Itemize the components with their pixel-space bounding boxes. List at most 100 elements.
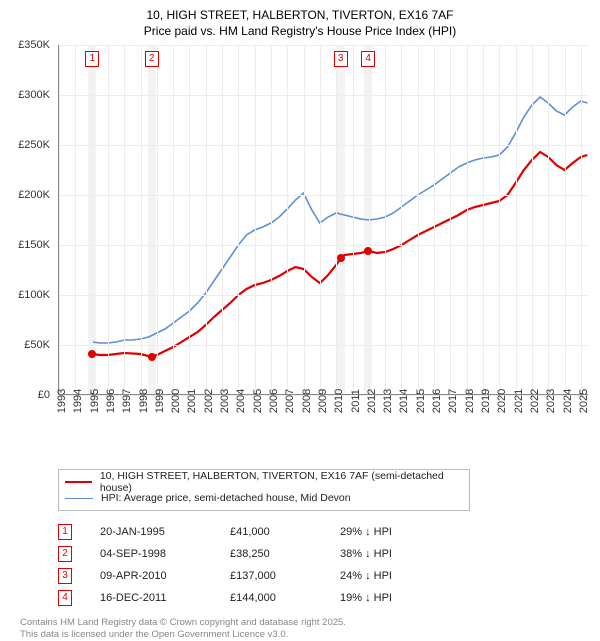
gridline-v bbox=[92, 45, 93, 394]
sale-delta: 29% ↓ HPI bbox=[340, 526, 450, 538]
x-axis-label: 2016 bbox=[431, 389, 443, 413]
sale-marker-box: 4 bbox=[361, 51, 375, 67]
x-axis-label: 2007 bbox=[284, 389, 296, 413]
sale-marker-box: 1 bbox=[85, 51, 99, 67]
gridline-v bbox=[173, 45, 174, 394]
gridline-v bbox=[434, 45, 435, 394]
sales-table: 120-JAN-1995£41,00029% ↓ HPI204-SEP-1998… bbox=[58, 521, 590, 609]
title-line1: 10, HIGH STREET, HALBERTON, TIVERTON, EX… bbox=[10, 8, 590, 24]
sale-marker-box: 2 bbox=[145, 51, 159, 67]
y-axis-label: £350K bbox=[18, 39, 50, 51]
x-axis-label: 2015 bbox=[415, 389, 427, 413]
gridline-v bbox=[532, 45, 533, 394]
footer-line1: Contains HM Land Registry data © Crown c… bbox=[20, 617, 590, 629]
y-axis-label: £50K bbox=[24, 339, 50, 351]
gridline-h bbox=[59, 195, 588, 196]
sale-num: 4 bbox=[58, 590, 72, 606]
gridline-v bbox=[401, 45, 402, 394]
gridline-v bbox=[157, 45, 158, 394]
gridline-h bbox=[59, 95, 588, 96]
y-axis-label: £100K bbox=[18, 289, 50, 301]
y-axis-label: £0 bbox=[38, 389, 50, 401]
y-axis-label: £200K bbox=[18, 189, 50, 201]
sale-date: 20-JAN-1995 bbox=[100, 526, 230, 538]
sale-date: 09-APR-2010 bbox=[100, 570, 230, 582]
gridline-h bbox=[59, 295, 588, 296]
sale-delta: 38% ↓ HPI bbox=[340, 548, 450, 560]
gridline-v bbox=[353, 45, 354, 394]
gridline-v bbox=[271, 45, 272, 394]
x-axis-label: 2020 bbox=[496, 389, 508, 413]
gridline-v bbox=[467, 45, 468, 394]
footer: Contains HM Land Registry data © Crown c… bbox=[20, 617, 590, 641]
sale-date: 16-DEC-2011 bbox=[100, 592, 230, 604]
x-axis-label: 2003 bbox=[219, 389, 231, 413]
x-axis-label: 1999 bbox=[154, 389, 166, 413]
sale-price: £137,000 bbox=[230, 570, 340, 582]
legend-swatch-blue bbox=[65, 498, 93, 499]
x-axis-label: 2006 bbox=[268, 389, 280, 413]
sale-date: 04-SEP-1998 bbox=[100, 548, 230, 560]
x-axis-label: 2009 bbox=[317, 389, 329, 413]
sale-dot bbox=[337, 254, 345, 262]
gridline-v bbox=[206, 45, 207, 394]
sale-num: 1 bbox=[58, 524, 72, 540]
y-axis-label: £300K bbox=[18, 89, 50, 101]
x-axis-label: 1996 bbox=[105, 389, 117, 413]
legend-label-blue: HPI: Average price, semi-detached house,… bbox=[101, 492, 351, 504]
x-axis-label: 2018 bbox=[464, 389, 476, 413]
gridline-v bbox=[255, 45, 256, 394]
gridline-v bbox=[450, 45, 451, 394]
gridline-v bbox=[59, 45, 60, 394]
x-axis-label: 2002 bbox=[203, 389, 215, 413]
x-axis-label: 2014 bbox=[398, 389, 410, 413]
x-axis-label: 2005 bbox=[252, 389, 264, 413]
gridline-v bbox=[499, 45, 500, 394]
x-axis-label: 1998 bbox=[138, 389, 150, 413]
gridline-v bbox=[565, 45, 566, 394]
chart-area: 1234 £0£50K£100K£150K£200K£250K£300K£350… bbox=[10, 45, 590, 425]
sale-row: 120-JAN-1995£41,00029% ↓ HPI bbox=[58, 521, 590, 543]
gridline-v bbox=[75, 45, 76, 394]
y-axis-label: £250K bbox=[18, 139, 50, 151]
sale-dot bbox=[364, 247, 372, 255]
sale-num: 3 bbox=[58, 568, 72, 584]
gridline-v bbox=[483, 45, 484, 394]
legend-label-red: 10, HIGH STREET, HALBERTON, TIVERTON, EX… bbox=[100, 470, 463, 494]
sale-dot bbox=[148, 353, 156, 361]
gridline-h bbox=[59, 45, 588, 46]
gridline-v bbox=[548, 45, 549, 394]
gridline-v bbox=[385, 45, 386, 394]
x-axis-label: 2011 bbox=[350, 389, 362, 413]
gridline-v bbox=[320, 45, 321, 394]
gridline-v bbox=[238, 45, 239, 394]
gridline-v bbox=[336, 45, 337, 394]
sale-delta: 19% ↓ HPI bbox=[340, 592, 450, 604]
x-axis-label: 1995 bbox=[89, 389, 101, 413]
x-axis-label: 1993 bbox=[56, 389, 68, 413]
gridline-v bbox=[108, 45, 109, 394]
legend-swatch-red bbox=[65, 481, 92, 483]
footer-line2: This data is licensed under the Open Gov… bbox=[20, 629, 590, 641]
line-svg bbox=[59, 45, 588, 394]
gridline-v bbox=[124, 45, 125, 394]
gridline-v bbox=[581, 45, 582, 394]
x-axis-label: 2017 bbox=[447, 389, 459, 413]
title-line2: Price paid vs. HM Land Registry's House … bbox=[10, 24, 590, 40]
sale-price: £144,000 bbox=[230, 592, 340, 604]
x-axis-label: 2012 bbox=[366, 389, 378, 413]
legend-row-red: 10, HIGH STREET, HALBERTON, TIVERTON, EX… bbox=[65, 474, 463, 490]
gridline-v bbox=[418, 45, 419, 394]
gridline-h bbox=[59, 345, 588, 346]
plot-area: 1 2 34 bbox=[58, 45, 588, 395]
x-axis-label: 1997 bbox=[121, 389, 133, 413]
gridline-h bbox=[59, 145, 588, 146]
sale-marker-box: 3 bbox=[334, 51, 348, 67]
x-axis-label: 2019 bbox=[480, 389, 492, 413]
sale-price: £38,250 bbox=[230, 548, 340, 560]
gridline-v bbox=[287, 45, 288, 394]
x-axis-label: 2021 bbox=[513, 389, 525, 413]
x-axis-label: 2000 bbox=[170, 389, 182, 413]
sale-num: 2 bbox=[58, 546, 72, 562]
sale-row: 309-APR-2010£137,00024% ↓ HPI bbox=[58, 565, 590, 587]
